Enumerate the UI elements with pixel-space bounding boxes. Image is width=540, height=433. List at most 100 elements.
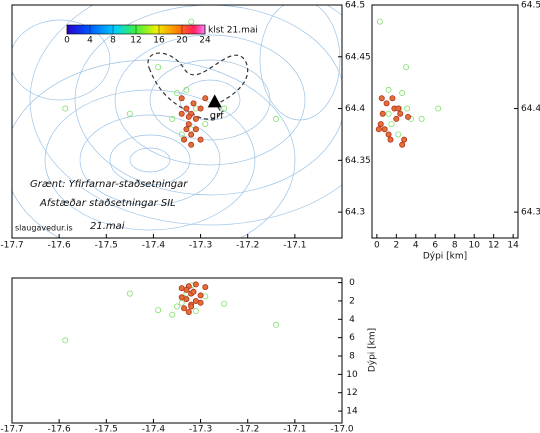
event: [197, 105, 204, 112]
event-section: [173, 303, 180, 310]
y-tick-label: 0: [349, 278, 355, 288]
event-depth: [375, 126, 382, 133]
y-tick-label: 64.5: [345, 1, 365, 11]
event: [178, 131, 185, 138]
y-tick-label: 12: [346, 388, 357, 398]
event-depth: [376, 18, 383, 25]
event-section: [192, 281, 199, 288]
colorbar-tick-label: 20: [176, 36, 188, 46]
event-depth: [379, 110, 386, 117]
event-depth: [385, 110, 392, 117]
y-tick-label: 64.35: [345, 156, 371, 166]
y-tick-label: 10: [346, 370, 358, 380]
event-section: [190, 288, 197, 295]
axis-label: Dýpi [km]: [368, 328, 378, 372]
event-section: [181, 305, 188, 312]
annotation: Afstæðar staðsetningar SIL: [39, 198, 176, 209]
station-label: grf: [210, 110, 224, 121]
event-section: [169, 311, 176, 318]
event-depth: [388, 121, 395, 128]
x-tick-label: 10: [468, 241, 480, 251]
event-section: [155, 307, 162, 314]
event-section: [178, 294, 185, 301]
event-section: [197, 292, 204, 299]
right-frame: [371, 4, 519, 239]
y-tick-label: 64.4: [521, 104, 540, 114]
event-section: [272, 321, 279, 328]
x-tick-label: 0: [374, 241, 380, 251]
annotation: Grænt: Yfirfarnar-staðsetningar: [30, 179, 188, 190]
event: [173, 90, 180, 97]
y-tick-label: 64.4: [345, 104, 365, 114]
x-tick-label: -17.4: [142, 241, 166, 251]
event: [202, 95, 209, 102]
x-tick-label: 2: [393, 241, 399, 251]
colorbar-tick-label: 0: [64, 36, 70, 46]
y-tick-label: 6: [349, 333, 355, 343]
y-tick-label: 64.3: [345, 208, 365, 218]
annotation: slaugavedur.is: [15, 224, 73, 233]
event: [126, 110, 133, 117]
x-tick-label: 6: [432, 241, 438, 251]
y-tick-label: 14: [346, 407, 358, 417]
event-section: [202, 284, 209, 291]
event: [192, 115, 199, 122]
x-tick-label: -17.4: [142, 425, 166, 433]
colorbar-label: klst 21.mai: [208, 26, 258, 36]
event: [185, 113, 192, 120]
event-depth: [378, 95, 385, 102]
event: [188, 141, 195, 148]
event-depth: [399, 141, 406, 148]
y-tick-label: 64.45: [345, 52, 371, 62]
event: [185, 121, 192, 128]
event-depth: [401, 136, 408, 143]
event-depth: [405, 113, 412, 120]
colorbar-tick-label: 12: [130, 36, 141, 46]
station: [207, 94, 222, 108]
event-depth: [387, 136, 394, 143]
event-depth: [399, 90, 406, 97]
annotation: 21.mai: [90, 221, 125, 232]
event-depth: [403, 64, 410, 71]
x-tick-label: -17.1: [283, 241, 306, 251]
colorbar-tick-label: 4: [87, 36, 93, 46]
x-tick-label: -17.3: [189, 241, 212, 251]
event: [178, 95, 185, 102]
event-section: [192, 308, 199, 315]
event: [169, 115, 176, 122]
event-depth: [395, 105, 402, 112]
colorbar-tick-label: 16: [153, 36, 165, 46]
x-tick-label: -17.3: [189, 425, 212, 433]
event: [62, 105, 69, 112]
event: [188, 18, 195, 25]
event-section: [202, 293, 209, 300]
map-frame: [11, 4, 343, 239]
axis-label: Dýpi [km]: [423, 252, 467, 262]
event-depth: [393, 115, 400, 122]
event-section: [188, 303, 195, 310]
event: [183, 105, 190, 112]
event-depth: [385, 86, 392, 93]
x-tick-label: 14: [507, 241, 519, 251]
event: [221, 105, 228, 112]
event: [155, 64, 162, 71]
y-tick-label: 64.3: [521, 208, 540, 218]
event-depth: [389, 95, 396, 102]
y-tick-label: 64.5: [521, 1, 540, 11]
event-section: [197, 299, 204, 306]
event-depth: [397, 110, 404, 117]
event-section: [178, 299, 185, 306]
y-tick-label: 4: [349, 315, 355, 325]
x-tick-label: -17.2: [236, 241, 259, 251]
y-tick-label: 8: [349, 352, 355, 362]
x-tick-label: -17.5: [95, 425, 118, 433]
x-tick-label: 12: [488, 241, 499, 251]
event-depth: [381, 126, 388, 133]
event: [192, 126, 199, 133]
x-tick-label: -17.5: [95, 241, 118, 251]
event: [202, 121, 209, 128]
event-depth: [418, 115, 425, 122]
x-tick-label: 4: [413, 241, 419, 251]
event-section: [221, 300, 228, 307]
